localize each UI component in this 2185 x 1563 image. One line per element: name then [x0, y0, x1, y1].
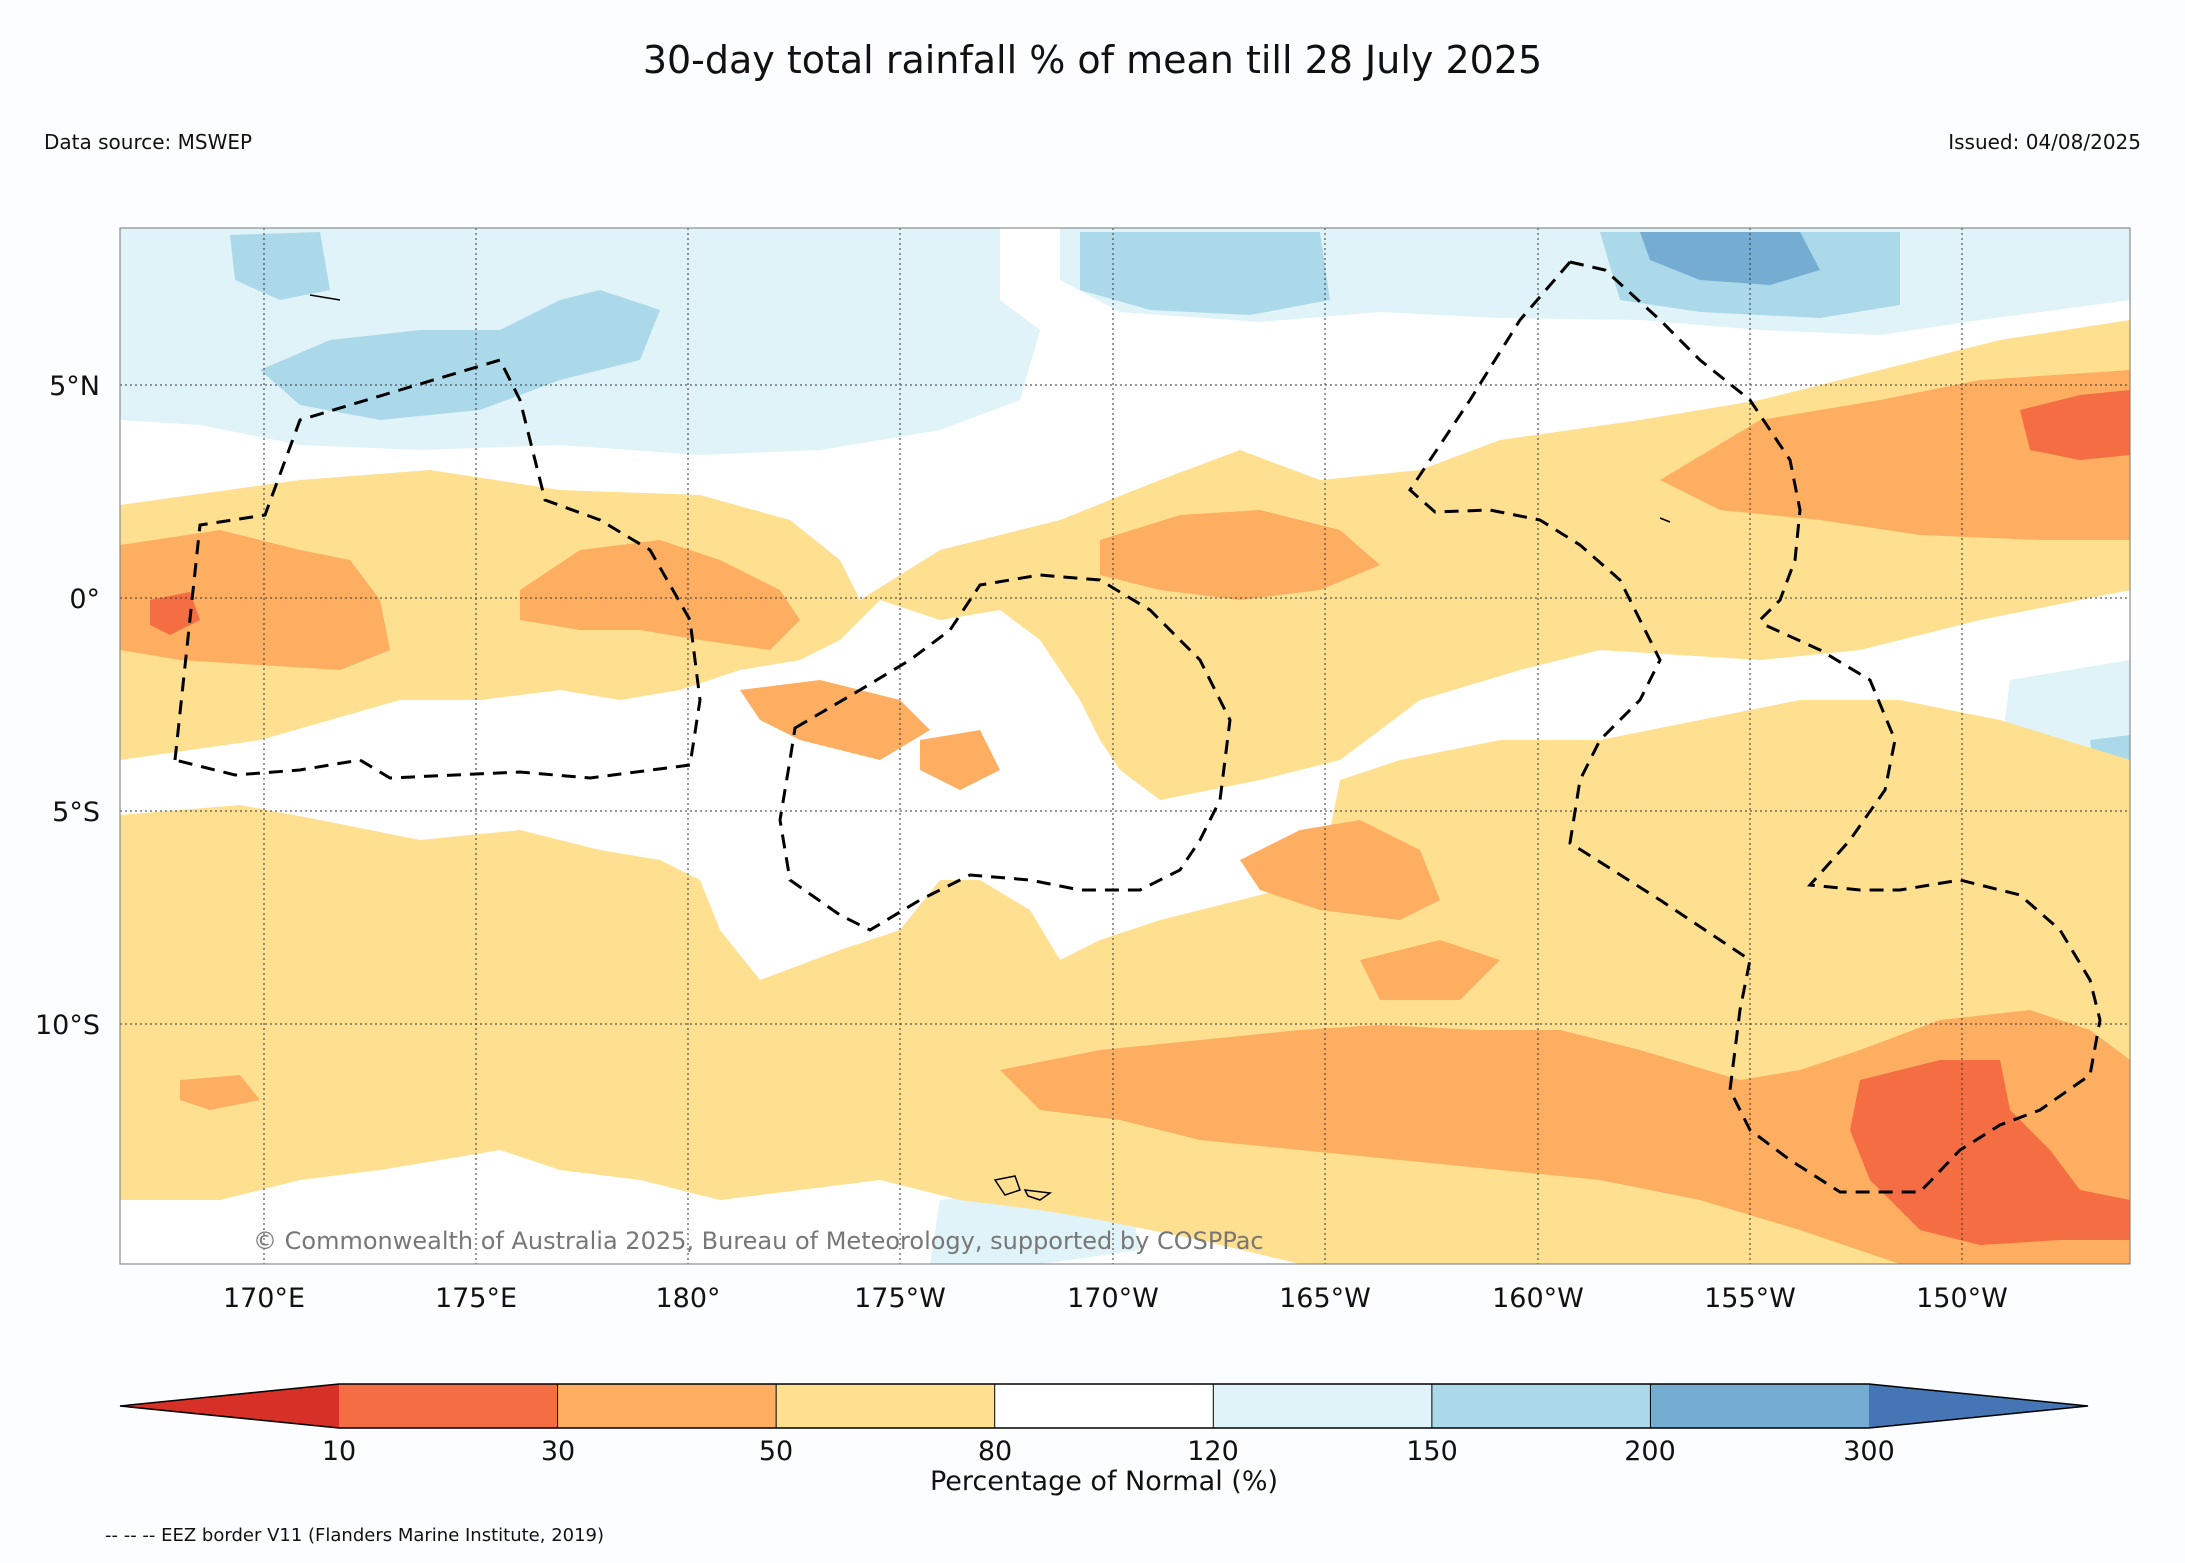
copyright-text: © Commonwealth of Australia 2025, Bureau…	[253, 1227, 1264, 1255]
colorbar-tick: 80	[978, 1436, 1012, 1467]
lon-label: 155°W	[1704, 1283, 1796, 1314]
dry-region	[1240, 820, 1440, 920]
lon-label: 175°W	[854, 1283, 946, 1314]
colorbar-segment	[1213, 1384, 1432, 1428]
lon-label: 150°W	[1916, 1283, 2008, 1314]
colorbar-tick: 30	[541, 1436, 575, 1467]
issued-date: Issued: 04/08/2025	[1948, 130, 2141, 154]
colorbar-extend-high	[1869, 1384, 2088, 1428]
colorbar-segment	[776, 1384, 995, 1428]
very-dry-region	[2020, 390, 2130, 460]
dry-region	[1100, 510, 1380, 600]
lon-label: 170°E	[223, 1283, 305, 1314]
lon-label: 165°W	[1279, 1283, 1371, 1314]
colorbar-outline	[119, 1383, 2089, 1429]
rainfall-field	[120, 228, 2130, 1264]
colorbar-segment	[339, 1384, 558, 1428]
wet-region	[230, 232, 330, 300]
lon-label: 170°W	[1067, 1283, 1159, 1314]
lat-label: 5°N	[49, 371, 100, 402]
data-source: Data source: MSWEP	[44, 130, 253, 154]
wet-region	[1640, 232, 1820, 285]
colorbar-label: Percentage of Normal (%)	[930, 1466, 1278, 1497]
dry-region	[520, 540, 800, 650]
colorbar-tick: 150	[1406, 1436, 1458, 1467]
lon-label: 175°E	[435, 1283, 517, 1314]
eez-borders	[173, 260, 2102, 1194]
colorbar-segment	[1650, 1384, 1869, 1428]
very-dry-region	[1850, 1060, 2130, 1245]
colorbar-segment	[994, 1384, 1214, 1428]
wet-region	[260, 290, 660, 420]
dry-region	[920, 730, 1000, 790]
colorbar-extend-low	[120, 1384, 339, 1428]
colorbar	[119, 1383, 2089, 1429]
eez-legend-note: -- -- -- EEZ border V11 (Flanders Marine…	[105, 1525, 605, 1546]
colorbar-segment	[557, 1384, 777, 1428]
colorbar-tick: 10	[322, 1436, 356, 1467]
colorbar-segment	[1431, 1384, 1651, 1428]
colorbar-tick: 120	[1187, 1436, 1239, 1467]
graticule	[120, 228, 2130, 1264]
lat-label: 0°	[69, 584, 100, 615]
dry-region	[180, 1075, 260, 1110]
map-frame	[119, 227, 2131, 1265]
colorbar-tick: 300	[1843, 1436, 1895, 1467]
chart-title: 30-day total rainfall % of mean till 28 …	[642, 38, 1543, 82]
very-dry-region	[150, 592, 200, 635]
dry-region	[1000, 1010, 2130, 1264]
lat-label: 10°S	[35, 1010, 100, 1041]
dry-region	[1660, 370, 2130, 540]
colorbar-tick: 200	[1624, 1436, 1676, 1467]
colorbar-tick: 50	[759, 1436, 793, 1467]
dry-region	[1360, 940, 1500, 1000]
dry-region	[740, 680, 930, 760]
lat-label: 5°S	[52, 797, 100, 828]
lon-label: 160°W	[1492, 1283, 1584, 1314]
lon-label: 180°	[655, 1283, 720, 1314]
wet-region	[1080, 232, 1330, 315]
island-outlines	[309, 294, 1671, 1201]
